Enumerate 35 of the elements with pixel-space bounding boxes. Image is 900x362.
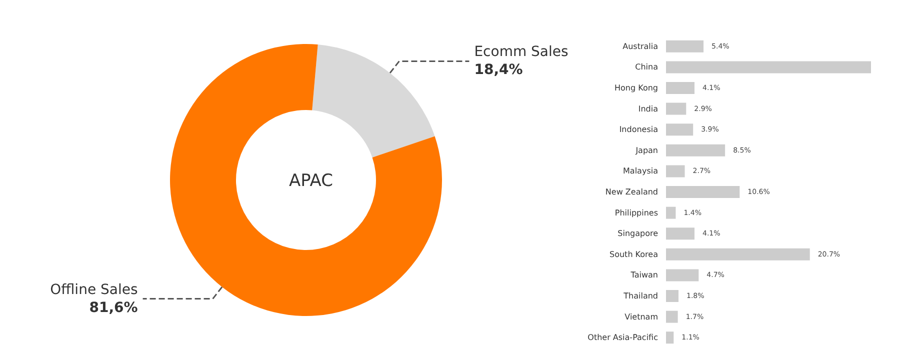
bar: [666, 144, 726, 156]
bar: [666, 82, 694, 94]
y-tick-label: Indonesia: [619, 125, 658, 134]
y-tick-label: Hong Kong: [614, 84, 658, 92]
bar: [666, 332, 674, 344]
y-tick-label: Other Asia-Pacific: [588, 333, 658, 342]
data-label: 18,4%: [474, 62, 523, 78]
bar: [666, 248, 810, 260]
bar: [666, 124, 694, 136]
y-tick-label: Australia: [622, 42, 658, 51]
slice-label: Offline Sales: [50, 282, 138, 298]
bar: [666, 186, 740, 198]
y-tick-label: India: [638, 104, 658, 114]
bar: [666, 165, 685, 178]
y-tick-label: Japan: [634, 146, 658, 155]
y-tick-label: Singapore: [618, 229, 658, 238]
text: APAC: [289, 171, 333, 191]
bar: [666, 102, 686, 115]
y-tick-label: Taiwan: [630, 270, 658, 280]
bar: [666, 206, 676, 219]
y-tick-label: South Korea: [610, 250, 658, 259]
bar: [666, 228, 694, 240]
y-tick-label: New Zealand: [605, 188, 658, 196]
bar: [666, 310, 678, 323]
y-tick-label: Vietnam: [624, 312, 658, 322]
slice-label: Ecomm Sales: [474, 44, 568, 60]
bar: [666, 40, 704, 52]
y-tick-label: Malaysia: [623, 166, 658, 176]
y-tick-label: Philippines: [614, 208, 658, 218]
data-label: 81,6%: [89, 300, 138, 316]
bar: [666, 61, 871, 74]
bar: [666, 290, 679, 302]
y-tick-label: Thailand: [622, 292, 658, 300]
bar: [666, 269, 699, 282]
y-tick-label: China: [635, 62, 658, 72]
